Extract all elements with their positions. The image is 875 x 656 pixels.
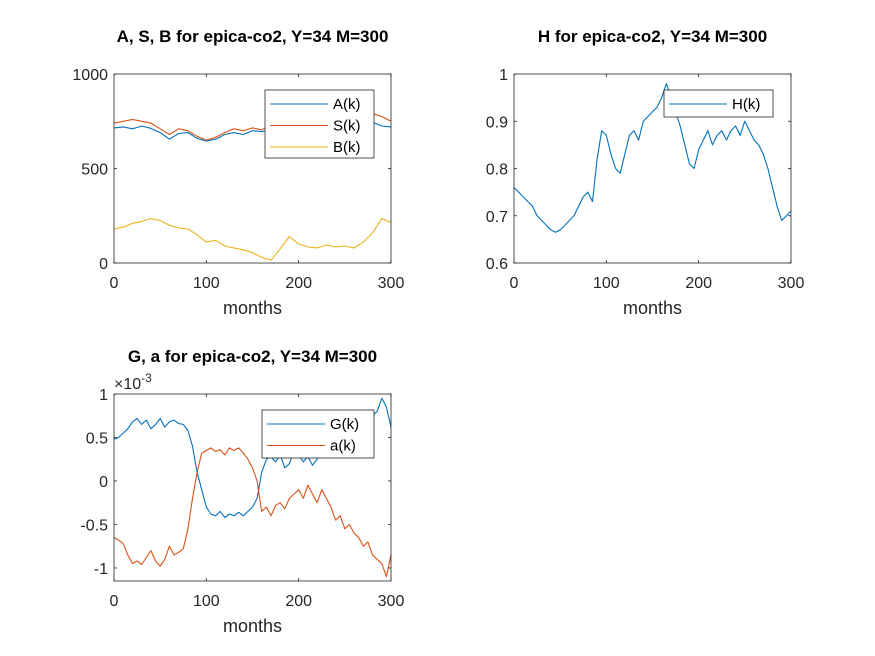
y-tick-label: 0.7 [486, 209, 508, 226]
y-tick-label: 1000 [72, 67, 108, 84]
x-tick-label: 200 [685, 275, 712, 292]
y-tick-label: 0.9 [486, 114, 508, 131]
y-tick-label: 0.6 [486, 256, 508, 273]
y-tick-label: -0.5 [80, 517, 108, 534]
y-tick-label: 1 [499, 67, 508, 84]
y-tick-label: -1 [94, 561, 108, 578]
legend: G(k) a(k) [261, 409, 375, 459]
x-tick-label: 100 [193, 593, 220, 610]
y-tick-label: 0 [99, 474, 108, 491]
y-tick-label: 500 [81, 162, 108, 179]
series-line-2 [113, 447, 392, 578]
x-tick-label: 200 [285, 275, 312, 292]
legend-label-3: B(k) [333, 139, 361, 156]
x-tick-label: 200 [285, 593, 312, 610]
series-line-1 [513, 82, 792, 233]
x-axis-label: months [223, 298, 282, 318]
legend-label-1: A(k) [333, 96, 361, 113]
x-axis-label: months [623, 298, 682, 318]
legend-label-1: H(k) [732, 96, 760, 113]
x-tick-label: 300 [778, 275, 805, 292]
y-exponent-base: ×10 [114, 376, 141, 393]
y-exponent-label: ×10-3 [114, 371, 152, 393]
legend-label-2: S(k) [333, 118, 361, 135]
subplot-2: H for epica-co2, Y=34 M=300 0 100 200 300 0.6… [486, 27, 805, 318]
x-tick-label: 100 [593, 275, 620, 292]
legend: H(k) [663, 89, 774, 118]
x-tick-label: 300 [378, 275, 405, 292]
axes-box [113, 393, 392, 582]
legend-box [261, 409, 375, 459]
subplot-3: G, a for epica-co2, Y=34 M=300 0 100 200 300… [80, 347, 404, 636]
chart-title: G, a for epica-co2, Y=34 M=300 [128, 347, 377, 366]
y-tick-label: 0.5 [86, 430, 108, 447]
x-tick-label: 0 [510, 275, 519, 292]
subplot-1: A, S, B for epica-co2, Y=34 M=300 0 100 200… [72, 27, 404, 318]
chart-title: A, S, B for epica-co2, Y=34 M=300 [117, 27, 389, 46]
x-axis-label: months [223, 616, 282, 636]
legend: A(k) S(k) B(k) [264, 89, 375, 159]
legend-label-2: a(k) [330, 438, 356, 455]
x-tick-label: 0 [110, 275, 119, 292]
y-exponent-power: -3 [141, 371, 152, 385]
y-tick-label: 0.8 [486, 162, 508, 179]
x-tick-label: 100 [193, 275, 220, 292]
y-tick-label: 0 [99, 256, 108, 273]
x-tick-label: 300 [378, 593, 405, 610]
series-line-3 [113, 218, 392, 261]
legend-label-1: G(k) [330, 416, 359, 433]
x-tick-label: 0 [110, 593, 119, 610]
chart-title: H for epica-co2, Y=34 M=300 [538, 27, 767, 46]
y-tick-label: 1 [99, 387, 108, 404]
